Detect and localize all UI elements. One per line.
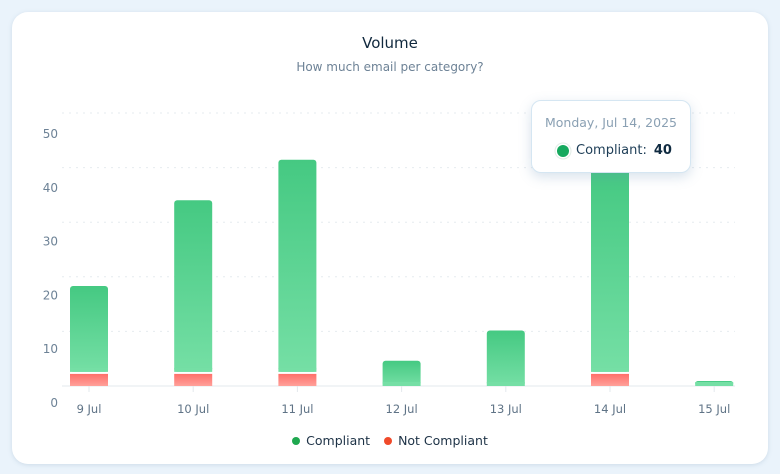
bar-compliant xyxy=(278,159,317,372)
y-tick-label: 20 xyxy=(43,288,58,302)
legend-label: Compliant xyxy=(306,433,371,448)
x-tick-label: 9 Jul xyxy=(77,402,102,416)
chart-card xyxy=(12,12,768,464)
y-tick-label: 40 xyxy=(43,181,58,195)
x-tick-label: 15 Jul xyxy=(698,402,730,416)
y-tick-label: 30 xyxy=(43,235,58,249)
bar-not-compliant xyxy=(278,373,317,386)
compliant-dot-icon xyxy=(557,144,569,157)
x-tick-label: 12 Jul xyxy=(386,402,418,416)
tooltip-label: Compliant: xyxy=(576,143,647,158)
legend-dot-icon xyxy=(384,436,393,445)
chart-subtitle: How much email per category? xyxy=(296,60,484,74)
bar-compliant xyxy=(70,286,108,372)
bar-compliant xyxy=(486,330,525,386)
bar-compliant-base xyxy=(382,382,421,386)
bar-compliant-base xyxy=(591,367,629,372)
y-tick-label: 50 xyxy=(43,127,58,141)
legend-item-not-compliant[interactable]: Not Compliant xyxy=(384,433,488,448)
legend-dot-icon xyxy=(292,436,301,445)
y-tick-label: 10 xyxy=(43,342,58,356)
tooltip-date: Monday, Jul 14, 2025 xyxy=(544,115,677,130)
legend-item-compliant[interactable]: Compliant xyxy=(292,433,370,448)
bar-not-compliant xyxy=(174,373,213,386)
bar-compliant-base xyxy=(174,367,213,372)
bar-compliant-base xyxy=(70,367,108,372)
tooltip-row: Compliant: 40 xyxy=(557,143,672,158)
chart-title: Volume xyxy=(362,34,418,52)
legend: Compliant Not Compliant xyxy=(0,433,780,448)
y-tick-label: 0 xyxy=(50,396,58,410)
tooltip: Monday, Jul 14, 2025 Compliant: 40 xyxy=(531,100,691,173)
x-tick-label: 14 Jul xyxy=(594,402,626,416)
bar-not-compliant xyxy=(591,373,629,386)
x-tick-label: 11 Jul xyxy=(281,402,313,416)
bar-compliant-base xyxy=(695,382,734,386)
bar-compliant-base xyxy=(486,382,525,386)
bar-not-compliant xyxy=(70,373,108,386)
legend-label: Not Compliant xyxy=(398,433,488,448)
bar-compliant xyxy=(591,169,629,372)
x-tick-label: 13 Jul xyxy=(490,402,522,416)
tooltip-value: 40 xyxy=(653,143,672,158)
bar-compliant xyxy=(382,360,421,386)
bar-compliant xyxy=(174,200,213,372)
bar-compliant-base xyxy=(278,367,317,372)
x-tick-label: 10 Jul xyxy=(177,402,209,416)
